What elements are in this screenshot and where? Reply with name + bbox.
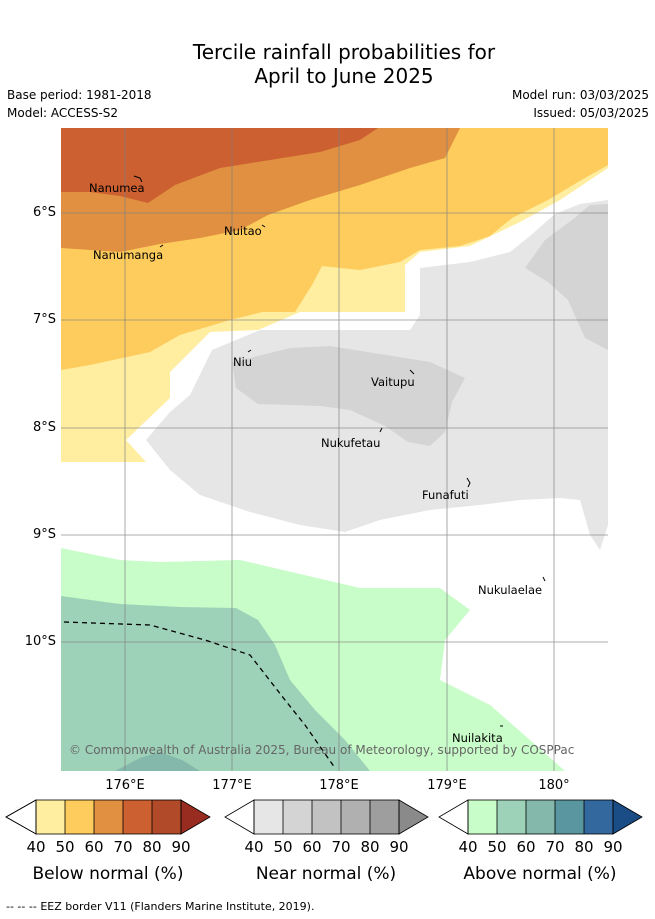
colorbar-above-upper-extend bbox=[613, 800, 642, 834]
cbar-near-title: Near normal (%) bbox=[255, 864, 397, 884]
cbar-near-tick-40: 40 bbox=[244, 838, 264, 856]
colorbar-near-upper-extend bbox=[399, 800, 428, 834]
cbar-above-tick-70: 70 bbox=[545, 838, 565, 856]
eez-legend-text: EEZ border V11 (Flanders Marine Institut… bbox=[40, 900, 315, 913]
cbar-near-tick-90: 90 bbox=[389, 838, 409, 856]
cbar-below-tick-90: 90 bbox=[171, 838, 191, 856]
cbar-below-tick-70: 70 bbox=[113, 838, 133, 856]
colorbar-below-normal bbox=[5, 799, 211, 835]
model-name: Model: ACCESS-S2 bbox=[7, 106, 119, 120]
eez-legend-symbol: -- -- -- bbox=[6, 900, 37, 913]
below-normal-70-80-region bbox=[61, 128, 378, 203]
colorbar-below-lower-extend bbox=[5, 799, 37, 835]
lon-label-177e: 177°E bbox=[212, 778, 252, 793]
cbar-below-title: Below normal (%) bbox=[32, 864, 184, 884]
cbar-near-tick-60: 60 bbox=[302, 838, 322, 856]
colorbar-above-60-70 bbox=[526, 800, 555, 834]
lon-label-179e: 179°E bbox=[427, 778, 467, 793]
island-label-nanumea: Nanumea bbox=[89, 181, 145, 195]
cbar-below-tick-40: 40 bbox=[26, 838, 46, 856]
colorbar-above-80-90 bbox=[584, 800, 613, 834]
colorbar-above-40-50 bbox=[468, 800, 497, 834]
colorbar-near-70-80 bbox=[341, 800, 370, 834]
island-label-nanumanga: Nanumanga bbox=[93, 248, 163, 262]
colorbar-above-70-80 bbox=[555, 800, 584, 834]
colorbar-below-upper-extend bbox=[181, 800, 210, 834]
cbar-near-tick-70: 70 bbox=[331, 838, 351, 856]
island-label-funafuti: Funafuti bbox=[422, 488, 469, 502]
eez-border-line bbox=[63, 621, 336, 769]
cbar-below-tick-60: 60 bbox=[84, 838, 104, 856]
lat-label-9s: 9°S bbox=[32, 527, 56, 542]
near-normal-50-60-region bbox=[232, 346, 465, 446]
above-normal-60-70-region bbox=[115, 752, 200, 771]
colorbar-above-50-60 bbox=[497, 800, 526, 834]
lon-label-180: 180° bbox=[538, 778, 570, 793]
colorbar-below-70-80 bbox=[123, 800, 152, 834]
cbar-above-tick-60: 60 bbox=[516, 838, 536, 856]
lat-label-6s: 6°S bbox=[32, 205, 56, 220]
colorbar-below-80-90 bbox=[152, 800, 181, 834]
copyright-text: © Commonwealth of Australia 2025, Bureau… bbox=[69, 743, 574, 757]
colorbar-near-lower-extend bbox=[225, 800, 254, 834]
cbar-above-tick-90: 90 bbox=[603, 838, 623, 856]
colorbar-near-40-50 bbox=[254, 800, 283, 834]
base-period: Base period: 1981-2018 bbox=[7, 88, 152, 102]
colorbar-above-normal bbox=[438, 799, 643, 835]
colorbar-above-lower-extend bbox=[439, 800, 468, 834]
island-coastlines bbox=[133, 175, 546, 727]
gridlines bbox=[61, 128, 608, 771]
lon-label-176e: 176°E bbox=[105, 778, 145, 793]
issued-date: Issued: 05/03/2025 bbox=[533, 106, 649, 120]
colorbars bbox=[5, 799, 643, 835]
lat-label-8s: 8°S bbox=[32, 420, 56, 435]
cbar-near-tick-80: 80 bbox=[360, 838, 380, 856]
map-title: Tercile rainfall probabilities for April… bbox=[0, 40, 655, 88]
cbar-above-tick-80: 80 bbox=[574, 838, 594, 856]
island-label-niu: Niu bbox=[233, 355, 252, 369]
title-line-1: Tercile rainfall probabilities for bbox=[192, 40, 496, 64]
island-label-vaitupu: Vaitupu bbox=[371, 375, 415, 389]
colorbar-near-80-90 bbox=[370, 800, 399, 834]
above-normal-50-60-region bbox=[61, 596, 370, 771]
colorbar-below-60-70 bbox=[94, 800, 123, 834]
island-label-nukulaelae: Nukulaelae bbox=[478, 583, 542, 597]
model-run: Model run: 03/03/2025 bbox=[511, 88, 649, 102]
colorbar-near-50-60 bbox=[283, 800, 312, 834]
island-label-nuilakita: Nuilakita bbox=[452, 731, 503, 745]
cbar-above-tick-40: 40 bbox=[458, 838, 478, 856]
island-label-nuitao: Nuitao bbox=[224, 224, 262, 238]
title-line-2: April to June 2025 bbox=[254, 64, 434, 88]
cbar-near-tick-50: 50 bbox=[273, 838, 293, 856]
cbar-below-tick-80: 80 bbox=[142, 838, 162, 856]
island-label-nukufetau: Nukufetau bbox=[321, 436, 380, 450]
colorbar-below-50-60 bbox=[65, 800, 94, 834]
colorbar-near-60-70 bbox=[312, 800, 341, 834]
cbar-above-title: Above normal (%) bbox=[463, 864, 617, 884]
eez-legend: -- -- -- EEZ border V11 (Flanders Marine… bbox=[6, 900, 314, 913]
lat-label-7s: 7°S bbox=[32, 312, 56, 327]
cbar-above-tick-50: 50 bbox=[487, 838, 507, 856]
near-normal-50-60-east-region bbox=[525, 204, 608, 350]
cbar-below-tick-50: 50 bbox=[55, 838, 75, 856]
lat-label-10s: 10°S bbox=[24, 634, 56, 649]
lon-label-178e: 178°E bbox=[319, 778, 359, 793]
colorbar-below-40-50 bbox=[36, 800, 65, 834]
colorbar-near-normal bbox=[224, 799, 429, 835]
